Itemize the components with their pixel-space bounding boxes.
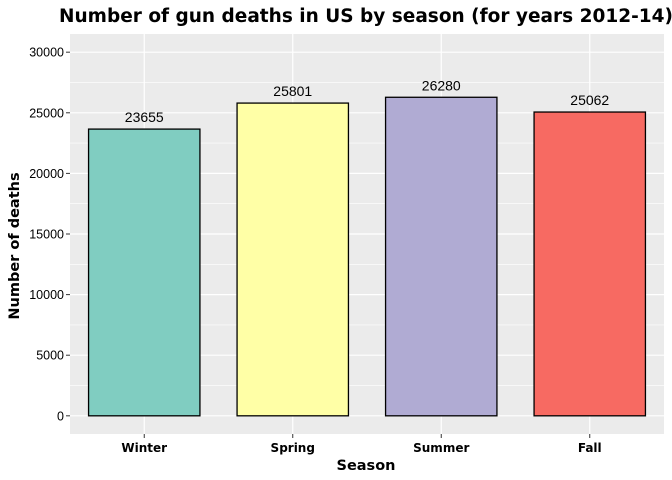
y-tick-label: 0 xyxy=(57,409,64,423)
bar-winter xyxy=(87,128,201,417)
y-tick-label: 20000 xyxy=(29,167,64,181)
x-tick-label-winter: Winter xyxy=(121,441,167,455)
y-tick-label: 10000 xyxy=(29,288,64,302)
data-label-fall: 25062 xyxy=(570,92,609,108)
bars xyxy=(87,96,647,417)
y-axis-ticks: 0 5000 10000 15000 20000 25000 30000 xyxy=(29,46,70,423)
data-label-winter: 23655 xyxy=(125,109,164,125)
x-tick-label-summer: Summer xyxy=(413,441,469,455)
y-tick-label: 15000 xyxy=(29,228,64,242)
data-label-summer: 26280 xyxy=(422,77,461,93)
chart-title: Number of gun deaths in US by season (fo… xyxy=(59,6,672,27)
bar-summer xyxy=(384,96,498,417)
bar-spring xyxy=(236,102,350,417)
y-tick-label: 30000 xyxy=(29,46,64,60)
data-label-spring: 25801 xyxy=(273,83,312,99)
x-tick-label-spring: Spring xyxy=(271,441,315,455)
y-tick-label: 25000 xyxy=(29,106,64,120)
bar-fall xyxy=(533,111,647,417)
x-axis-ticks: Winter Spring Summer Fall xyxy=(121,434,602,455)
x-tick-label-fall: Fall xyxy=(578,441,602,455)
x-axis-title: Season xyxy=(337,458,396,474)
data-labels: 23655 25801 26280 25062 xyxy=(125,77,610,125)
y-tick-label: 5000 xyxy=(36,349,64,363)
y-axis-title: Number of deaths xyxy=(7,172,23,319)
